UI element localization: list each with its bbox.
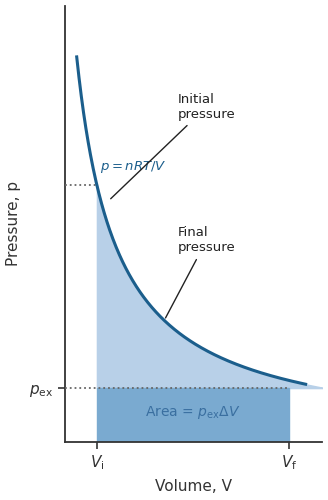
Text: Area = $p_{\mathrm{ex}}\Delta V$: Area = $p_{\mathrm{ex}}\Delta V$ xyxy=(145,404,240,421)
Polygon shape xyxy=(97,388,289,442)
X-axis label: Volume, V: Volume, V xyxy=(155,480,232,494)
Text: $p = nRT/V$: $p = nRT/V$ xyxy=(100,160,167,176)
Y-axis label: Pressure, p: Pressure, p xyxy=(6,181,21,266)
Text: Initial
pressure: Initial pressure xyxy=(111,93,236,198)
Text: Final
pressure: Final pressure xyxy=(166,226,236,318)
